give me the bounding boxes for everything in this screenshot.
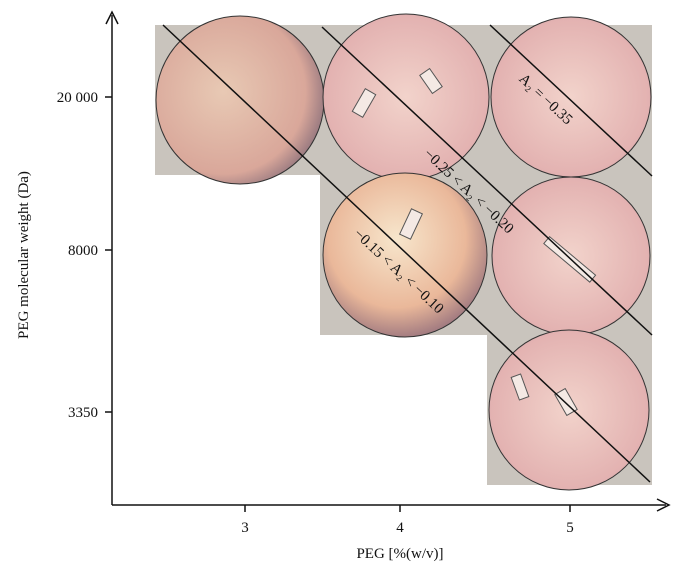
y-tick-label: 20 000 (57, 90, 98, 106)
y-tick-label: 3350 (68, 405, 98, 421)
x-tick-label: 4 (396, 520, 404, 536)
well-photo (323, 14, 489, 180)
figure: A₂ = −0.35 −0.25 < A₂ < −0.20 −0.15 < A₂… (0, 0, 676, 567)
x-tick-label: 3 (241, 520, 249, 536)
panels (155, 14, 652, 490)
x-axis-label: PEG [%(w/v)] (356, 546, 443, 562)
x-tick-label: 5 (566, 520, 574, 536)
y-axis-label: PEG molecular weight (Da) (16, 171, 32, 339)
y-tick-label: 8000 (68, 243, 98, 259)
